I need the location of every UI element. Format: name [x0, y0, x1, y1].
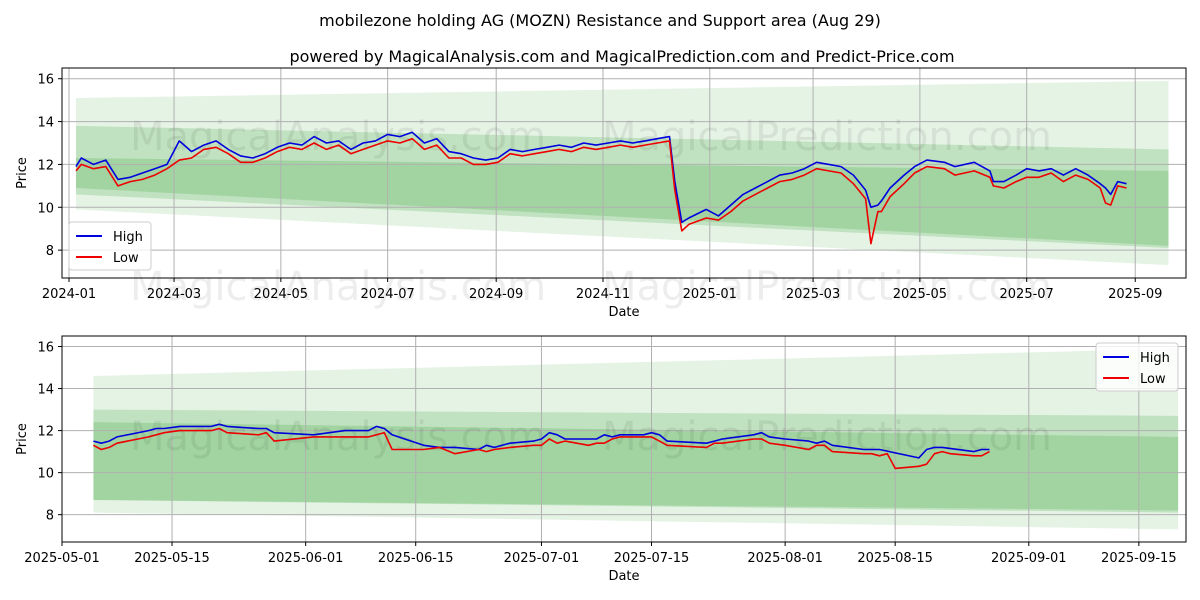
x-tick-label: 2025-07-01	[504, 551, 580, 566]
y-axis-label: Price	[15, 423, 30, 455]
x-tick-label: 2025-06-01	[268, 551, 344, 566]
x-tick-label: 2025-07-15	[614, 551, 690, 566]
legend-label-low: Low	[1140, 372, 1166, 387]
y-tick-label: 8	[46, 509, 54, 524]
x-tick-label: 2024-03	[147, 287, 201, 302]
y-tick-label: 16	[37, 73, 54, 88]
y-axis-label: Price	[15, 157, 30, 189]
legend-label-low: Low	[113, 251, 139, 266]
watermark: MagicalAnalysis.com	[130, 264, 546, 310]
x-tick-label: 2025-09-01	[991, 551, 1067, 566]
x-tick-label: 2025-05	[893, 287, 947, 302]
legend-label-high: High	[1140, 351, 1170, 366]
chart-title: mobilezone holding AG (MOZN) Resistance …	[319, 11, 881, 30]
x-axis-label: Date	[608, 305, 639, 320]
x-tick-label: 2025-09	[1108, 287, 1162, 302]
axes-frame	[61, 67, 1187, 279]
y-tick-label: 8	[46, 244, 54, 259]
support-resistance-band-0	[76, 80, 1169, 266]
x-tick-label: 2025-05-01	[24, 551, 100, 566]
y-tick-label: 14	[37, 116, 54, 131]
support-resistance-band-1	[93, 409, 1179, 513]
x-tick-label: 2025-05-15	[134, 551, 210, 566]
y-tick-label: 10	[37, 467, 54, 482]
x-tick-label: 2025-01	[683, 287, 737, 302]
x-tick-label: 2025-03	[786, 287, 840, 302]
y-tick-label: 12	[37, 425, 54, 440]
series-line-high	[75, 131, 1127, 224]
watermark: MagicalAnalysis.com	[130, 114, 546, 160]
x-tick-label: 2024-09	[469, 287, 523, 302]
bottom-panel: MagicalAnalysis.com MagicalPrediction.com…	[15, 335, 1187, 584]
x-tick-label: 2025-09-15	[1101, 551, 1177, 566]
watermark: MagicalPrediction.com	[602, 264, 1052, 310]
x-tick-label: 2025-08-01	[747, 551, 823, 566]
y-tick-label: 10	[37, 201, 54, 216]
support-resistance-band-2	[93, 422, 1179, 511]
x-tick-label: 2024-11	[576, 287, 630, 302]
support-resistance-band-0	[93, 348, 1179, 530]
watermark: MagicalPrediction.com	[602, 114, 1052, 160]
chart-subtitle: powered by MagicalAnalysis.com and Magic…	[289, 47, 954, 66]
y-tick-label: 12	[37, 158, 54, 173]
support-resistance-band-2	[76, 158, 1169, 246]
x-tick-label: 2025-07	[1000, 287, 1054, 302]
x-tick-label: 2025-06-15	[378, 551, 454, 566]
support-resistance-band-1	[76, 125, 1169, 248]
x-axis-label: Date	[608, 569, 639, 584]
legend: High Low	[1095, 342, 1179, 392]
x-tick-label: 2024-07	[360, 287, 414, 302]
series-line-high	[93, 423, 990, 459]
legend-label-high: High	[113, 230, 143, 245]
series-line-low	[93, 427, 990, 470]
axes-frame	[61, 335, 1187, 543]
x-tick-label: 2025-08-15	[857, 551, 933, 566]
watermark: MagicalPrediction.com	[602, 414, 1052, 460]
y-tick-label: 16	[37, 341, 54, 356]
series-line-low	[75, 137, 1127, 245]
x-tick-label: 2024-01	[42, 287, 96, 302]
y-tick-label: 14	[37, 383, 54, 398]
top-panel: MagicalAnalysis.com MagicalAnalysis.com Ma…	[15, 67, 1187, 320]
x-tick-label: 2024-05	[254, 287, 308, 302]
legend: High Low	[68, 221, 152, 271]
